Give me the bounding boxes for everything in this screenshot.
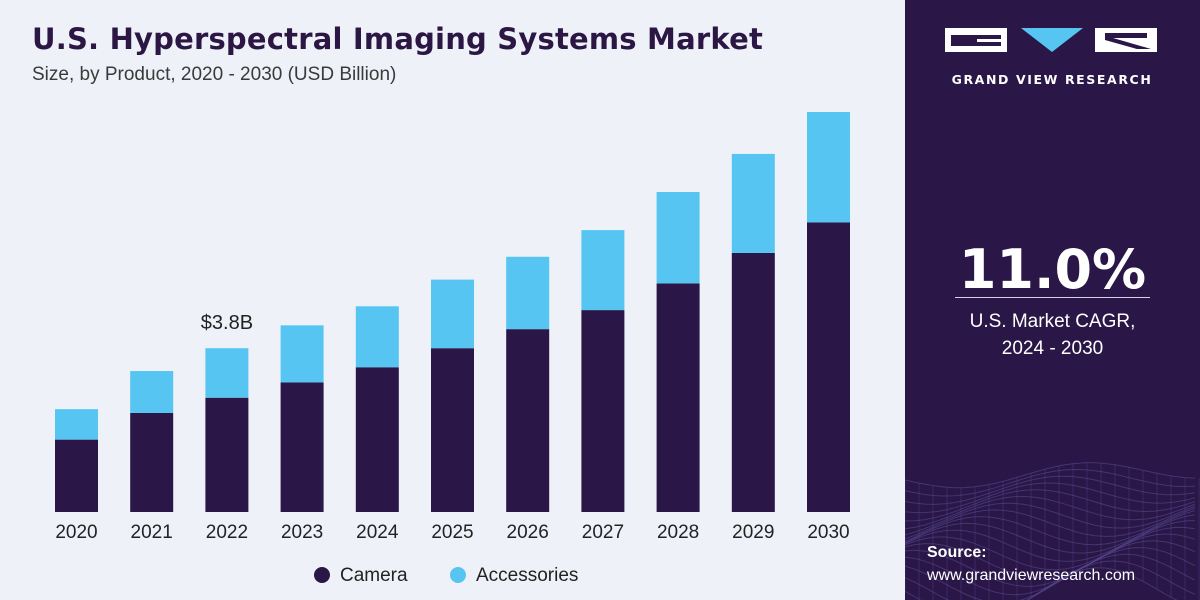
x-tick-label-2030: 2030 <box>807 522 849 543</box>
x-tick-label-2024: 2024 <box>356 522 399 543</box>
bar-accessories-2029 <box>731 153 775 253</box>
legend-label-camera: Camera <box>340 565 408 586</box>
bar-accessories-2024 <box>355 306 399 368</box>
bar-accessories-2025 <box>431 279 474 349</box>
x-tick-label-2027: 2027 <box>582 522 624 543</box>
bar-camera-2028 <box>656 283 700 512</box>
x-tick-label-2020: 2020 <box>55 522 97 543</box>
bar-camera-2022 <box>205 397 249 512</box>
bar-accessories-2030 <box>807 112 850 223</box>
cagr-label-line1: U.S. Market CAGR, <box>969 311 1136 332</box>
bar-camera-2027 <box>581 310 625 512</box>
chart-title: U.S. Hyperspectral Imaging Systems Marke… <box>32 22 764 56</box>
chart-area: U.S. Hyperspectral Imaging Systems Marke… <box>32 22 850 586</box>
legend-marker-camera <box>314 567 330 583</box>
x-tick-label-2026: 2026 <box>507 522 549 543</box>
bar-accessories-2028 <box>656 192 700 284</box>
bar-camera-2030 <box>807 222 850 512</box>
brand-logo: GRAND VIEW RESEARCH <box>941 22 1163 92</box>
wave-mesh-decoration <box>905 462 1200 600</box>
bar-accessories-2021 <box>130 371 174 413</box>
cagr-label: U.S. Market CAGR, 2024 - 2030 <box>905 308 1200 362</box>
side-panel: GRAND VIEW RESEARCH 11.0% U.S. Market CA… <box>905 0 1200 600</box>
bar-camera-2029 <box>731 252 775 512</box>
bar-accessories-2023 <box>280 325 324 383</box>
bar-camera-2021 <box>130 412 174 512</box>
bar-camera-2025 <box>431 348 474 512</box>
source-label: Source: <box>927 544 987 561</box>
legend-marker-accessories <box>450 567 466 583</box>
x-tick-label-2025: 2025 <box>431 522 473 543</box>
bar-camera-2026 <box>506 329 550 512</box>
x-tick-label-2021: 2021 <box>131 522 173 543</box>
cagr-value: 11.0% <box>958 238 1147 301</box>
cagr-divider <box>955 297 1150 298</box>
logo-mark-icon <box>941 22 1163 70</box>
brand-name: GRAND VIEW RESEARCH <box>951 72 1153 87</box>
bar-accessories-2020 <box>55 409 98 440</box>
bar-accessories-2026 <box>506 256 550 330</box>
x-tick-label-2029: 2029 <box>732 522 774 543</box>
x-tick-label-2022: 2022 <box>206 522 248 543</box>
chart-subtitle: Size, by Product, 2020 - 2030 (USD Billi… <box>32 64 397 85</box>
legend-label-accessories: Accessories <box>476 565 578 586</box>
bar-camera-2023 <box>280 382 324 512</box>
bar-camera-2020 <box>55 439 98 512</box>
data-label-2022: $3.8B <box>201 312 253 334</box>
bar-camera-2024 <box>355 367 399 512</box>
x-tick-label-2023: 2023 <box>281 522 323 543</box>
bar-chart: 2020 2021 2022 $3.8B 2023 2024 2025 2026 2027 202… <box>55 112 850 586</box>
x-tick-label-2028: 2028 <box>657 522 699 543</box>
source-link[interactable]: www.grandviewresearch.com <box>927 567 1136 584</box>
cagr-label-line2: 2024 - 2030 <box>1001 338 1104 359</box>
bar-accessories-2022 <box>205 348 249 398</box>
bar-accessories-2027 <box>581 230 625 311</box>
